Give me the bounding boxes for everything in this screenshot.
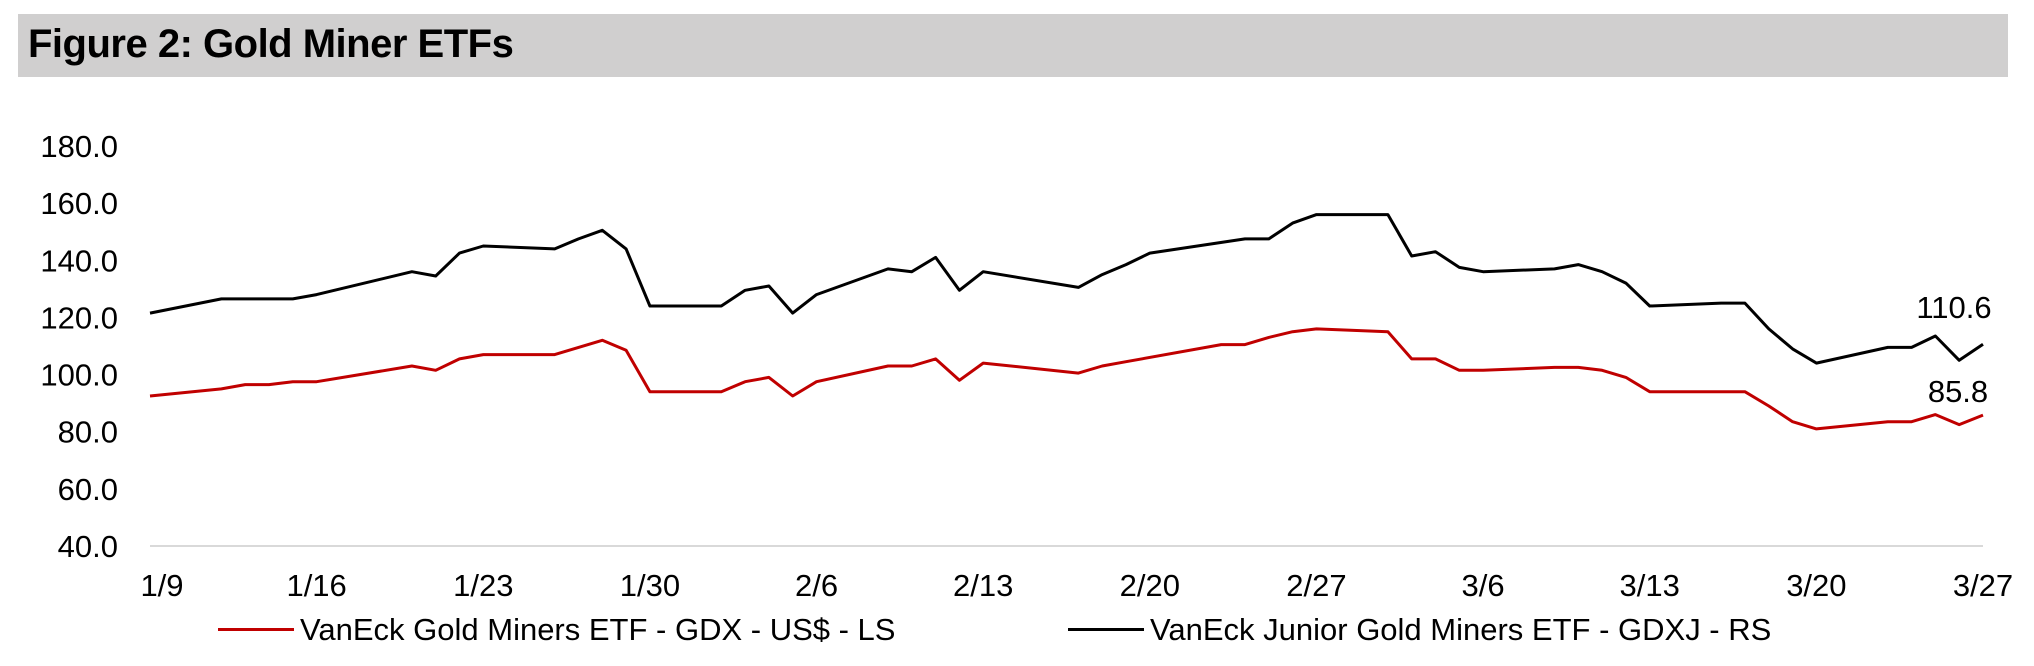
legend-swatch-gdx <box>218 628 294 632</box>
x-tick-label: 1/9 <box>140 568 183 600</box>
y-tick-label: 60.0 <box>58 472 118 507</box>
data-label-gdxj-last: 110.6 <box>1916 290 1991 325</box>
figure-title-bar: Figure 2: Gold Miner ETFs <box>18 14 2008 77</box>
x-tick-label: 3/27 <box>1953 568 2013 600</box>
line-chart: 40.0 60.0 80.0 100.0 120.0 140.0 160.0 180.0 1/9… <box>40 129 2013 600</box>
x-tick-label: 1/30 <box>620 568 680 600</box>
x-tick-label: 2/27 <box>1286 568 1346 600</box>
legend-label-gdxj: VanEck Junior Gold Miners ETF - GDXJ - R… <box>1150 612 1772 647</box>
x-tick-label: 2/6 <box>795 568 838 600</box>
legend-item-gdxj: VanEck Junior Gold Miners ETF - GDXJ - R… <box>1068 612 1771 648</box>
y-tick-label: 80.0 <box>58 415 118 450</box>
legend-swatch-gdxj <box>1068 628 1144 632</box>
x-tick-label: 1/16 <box>286 568 346 600</box>
x-tick-label: 2/13 <box>953 568 1013 600</box>
x-tick-label: 1/23 <box>453 568 513 600</box>
y-tick-label: 100.0 <box>40 358 118 393</box>
y-tick-label: 160.0 <box>40 186 118 221</box>
series-line-gdxj <box>149 213 1984 365</box>
legend-label-gdx: VanEck Gold Miners ETF - GDX - US$ - LS <box>300 612 896 647</box>
series-line-gdx <box>149 327 1984 431</box>
y-tick-label: 140.0 <box>40 243 118 278</box>
x-tick-label: 3/6 <box>1462 568 1505 600</box>
x-tick-label: 3/20 <box>1786 568 1846 600</box>
data-label-gdx-last: 85.8 <box>1928 374 1988 409</box>
x-tick-label: 2/20 <box>1120 568 1180 600</box>
y-tick-label: 180.0 <box>40 129 118 164</box>
y-tick-label: 120.0 <box>40 300 118 335</box>
figure-title: Figure 2: Gold Miner ETFs <box>28 22 514 66</box>
y-tick-label: 40.0 <box>58 529 118 564</box>
legend-item-gdx: VanEck Gold Miners ETF - GDX - US$ - LS <box>218 612 895 648</box>
x-tick-label: 3/13 <box>1620 568 1680 600</box>
